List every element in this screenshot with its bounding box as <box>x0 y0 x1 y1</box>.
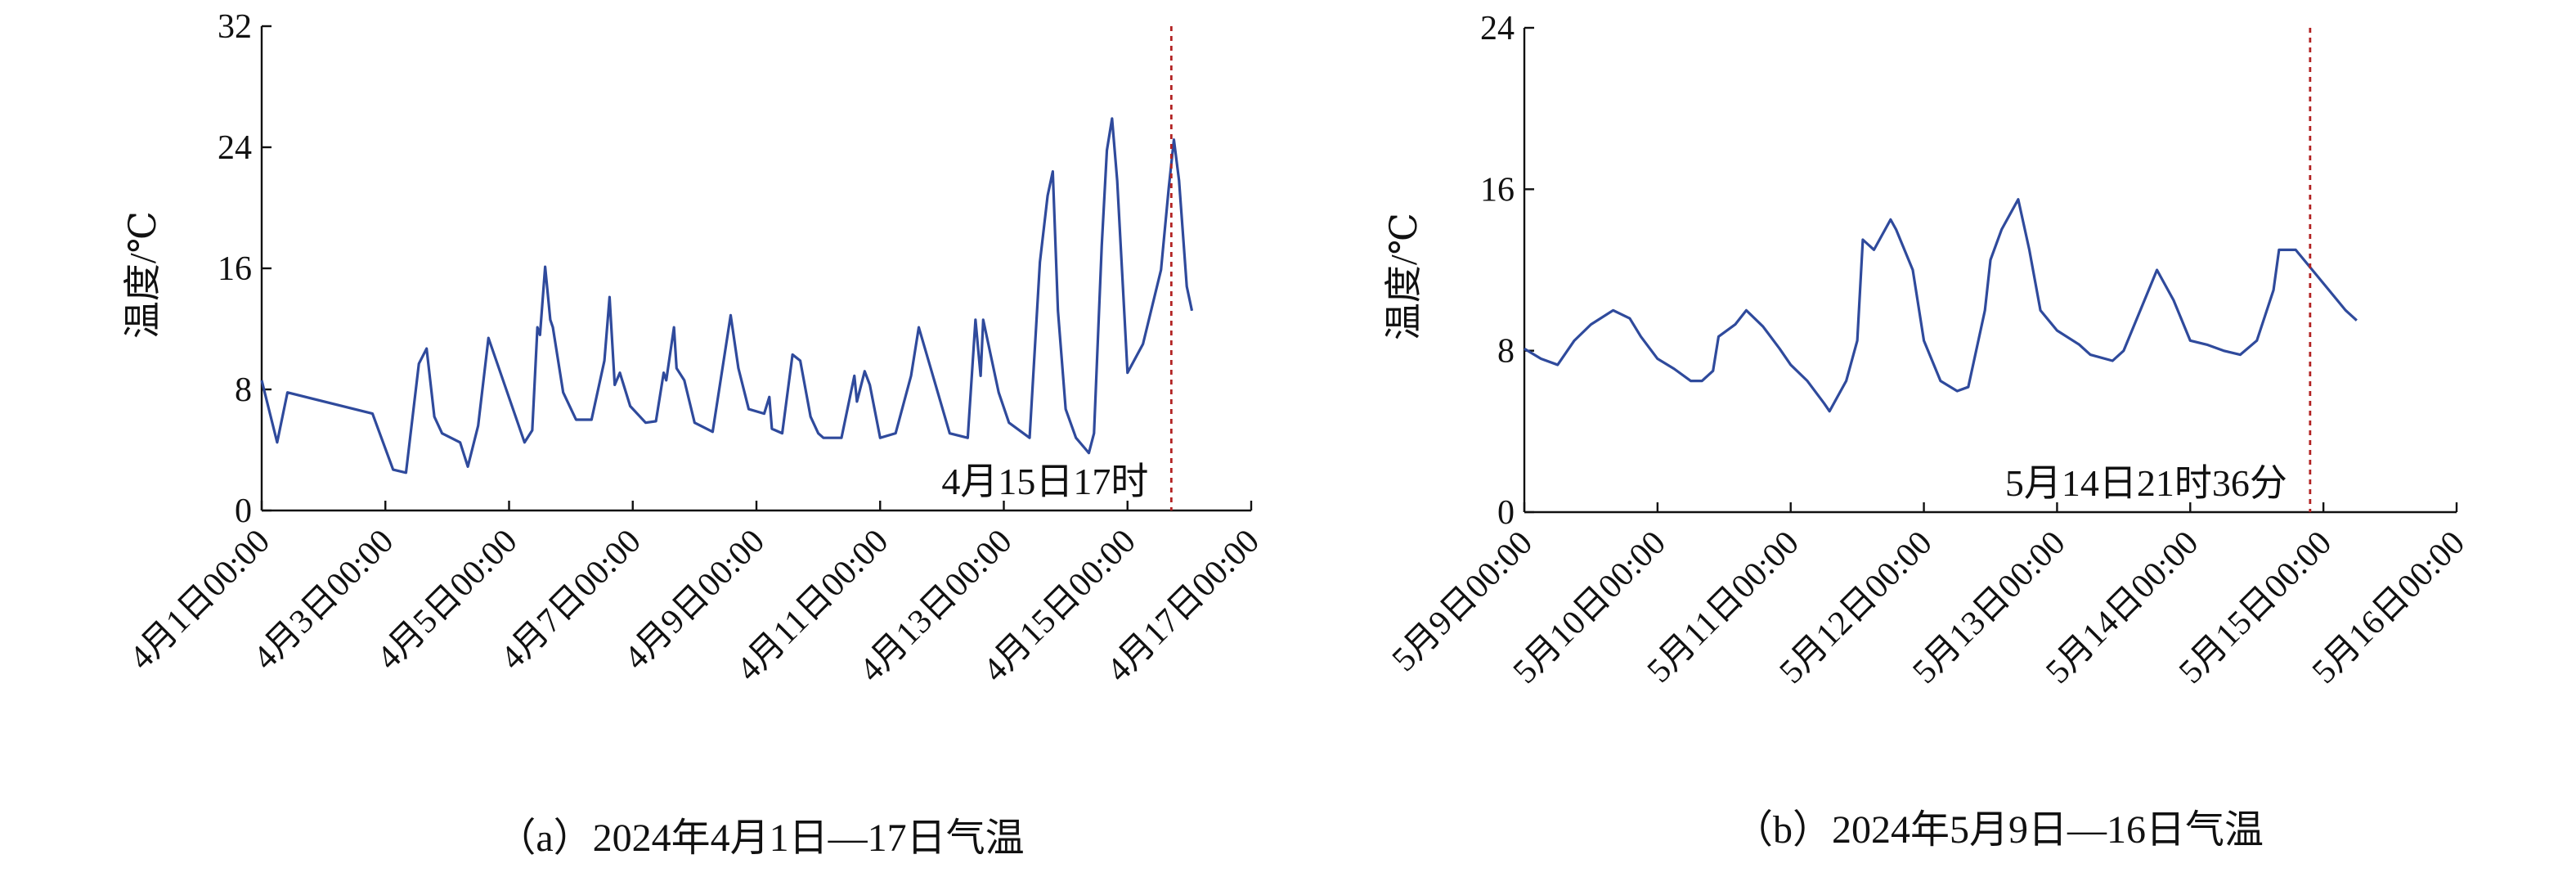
y-tick-label: 24 <box>218 129 252 167</box>
marker-label: 5月14日21时36分 <box>2005 462 2287 504</box>
temperature-line <box>1524 198 2358 413</box>
y-axis-label: 温度/℃ <box>1383 213 1425 340</box>
y-axis-label: 温度/℃ <box>122 211 164 339</box>
y-tick-label: 16 <box>1480 171 1515 209</box>
temperature-line <box>260 117 1194 474</box>
y-tick-label: 16 <box>218 250 252 288</box>
y-tick-label: 32 <box>218 8 252 46</box>
marker-label: 4月15日17时 <box>941 461 1148 502</box>
y-tick-label: 8 <box>235 371 252 409</box>
y-tick-label: 0 <box>235 492 252 530</box>
y-tick-label: 8 <box>1497 333 1515 371</box>
y-tick-label: 24 <box>1480 10 1515 47</box>
caption: （a）2024年4月1日—17日气温 <box>496 816 1024 860</box>
caption: （b）2024年5月9日—16日气温 <box>1734 808 2264 852</box>
y-tick-label: 0 <box>1497 494 1515 532</box>
